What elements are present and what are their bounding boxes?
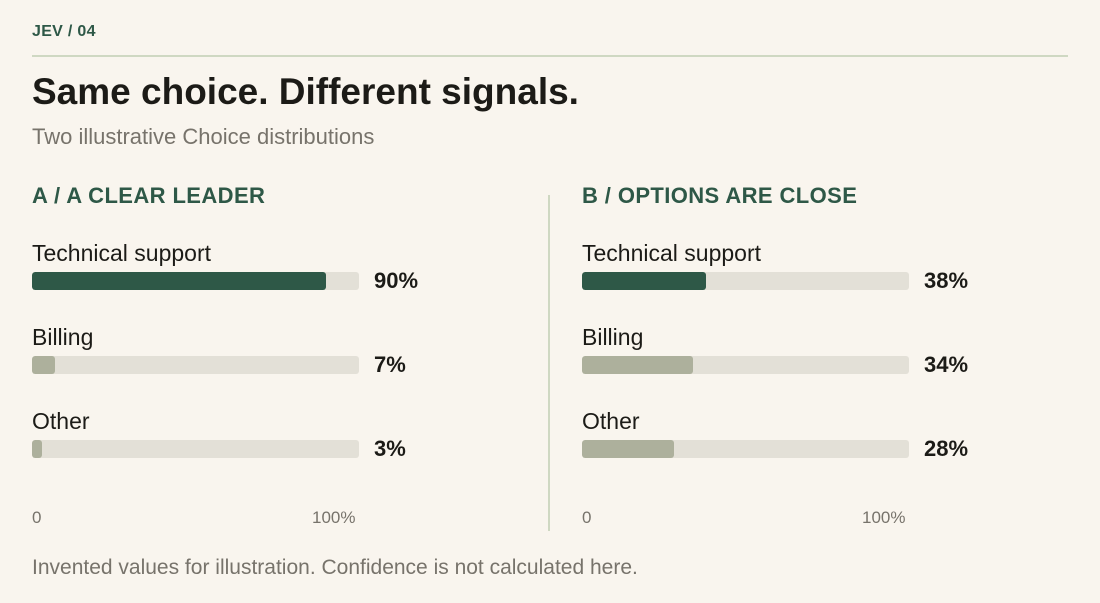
bar-row: Technical support 38% xyxy=(582,240,1012,300)
bar-track xyxy=(32,440,359,458)
chart-title: B / OPTIONS ARE CLOSE xyxy=(582,183,858,208)
eyebrow-label: JEV / 04 xyxy=(32,23,96,40)
axis-tick-label: 0 xyxy=(582,508,592,527)
bar xyxy=(582,356,694,374)
bar-category-label: Billing xyxy=(582,324,644,350)
bar-row: Other 28% xyxy=(582,408,1012,468)
bar-category-label: Technical support xyxy=(32,240,211,266)
bar-value-label: 3% xyxy=(374,436,406,461)
bar-category-label: Billing xyxy=(32,324,94,350)
chart-panel-a: A / A CLEAR LEADER Technical support 90%… xyxy=(32,183,462,533)
bar xyxy=(32,272,327,290)
axis-tick-label: 100% xyxy=(312,508,356,527)
axis-tick-label: 0 xyxy=(32,508,42,527)
bar-category-label: Other xyxy=(32,408,90,434)
bar-value-label: 28% xyxy=(924,436,969,461)
bar xyxy=(32,356,55,374)
page-subtitle: Two illustrative Choice distributions xyxy=(32,124,375,149)
bar xyxy=(32,440,42,458)
bar-category-label: Other xyxy=(582,408,640,434)
page-title: Same choice. Different signals. xyxy=(32,71,579,112)
bar-track xyxy=(32,272,359,290)
bar-row: Other 3% xyxy=(32,408,462,468)
bar-track xyxy=(582,272,909,290)
axis-tick-label: 100% xyxy=(862,508,906,527)
bar-value-label: 38% xyxy=(924,268,969,293)
bar-track xyxy=(582,356,909,374)
bar-category-label: Technical support xyxy=(582,240,761,266)
bar-row: Technical support 90% xyxy=(32,240,462,300)
bar xyxy=(582,440,674,458)
chart-title: A / A CLEAR LEADER xyxy=(32,183,266,208)
bar-value-label: 90% xyxy=(374,268,419,293)
header-rule xyxy=(32,55,1068,57)
chart-panel-b: B / OPTIONS ARE CLOSE Technical support … xyxy=(582,183,1012,533)
panel-divider xyxy=(548,195,550,531)
bar-track xyxy=(32,356,359,374)
bar-row: Billing 34% xyxy=(582,324,1012,384)
bar-value-label: 34% xyxy=(924,352,969,377)
bar-row: Billing 7% xyxy=(32,324,462,384)
bar-value-label: 7% xyxy=(374,352,406,377)
footnote: Invented values for illustration. Confid… xyxy=(32,556,638,579)
bar xyxy=(582,272,707,290)
bar-track xyxy=(582,440,909,458)
